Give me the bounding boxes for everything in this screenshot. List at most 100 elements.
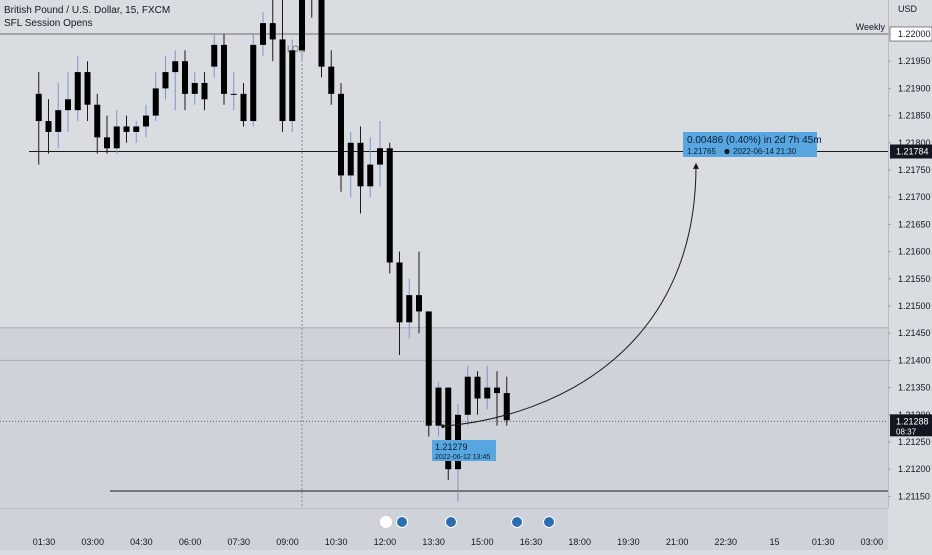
candle[interactable]: [279, 39, 286, 122]
session-label: LON: [287, 44, 306, 54]
candle[interactable]: [289, 50, 296, 122]
candle[interactable]: [143, 115, 149, 127]
candle[interactable]: [221, 44, 227, 94]
price-label: 1.21900: [898, 83, 931, 93]
time-label: 06:00: [179, 537, 202, 547]
price-label: 1.21550: [898, 274, 931, 284]
candle[interactable]: [65, 99, 71, 111]
clock-icon: [724, 148, 730, 155]
economic-event-icon[interactable]: [511, 516, 523, 528]
price-label: 1.21600: [898, 247, 931, 257]
candle[interactable]: [484, 387, 491, 399]
candle[interactable]: [74, 72, 81, 111]
projection-arrow-head: [693, 162, 699, 169]
candle[interactable]: [113, 126, 120, 149]
time-label: 16:30: [520, 537, 543, 547]
projection-start-price: 1.21279: [435, 442, 468, 452]
candle[interactable]: [318, 0, 325, 67]
projection-end-datetime: 2022-06-14 21:30: [733, 147, 797, 156]
candle[interactable]: [84, 72, 91, 105]
price-label: 1.21250: [898, 437, 931, 447]
price-label: 1.21500: [898, 301, 931, 311]
last-price-label: 1.21288: [896, 416, 929, 426]
candle[interactable]: [201, 82, 208, 100]
economic-event-icon[interactable]: [380, 516, 392, 528]
price-label: 1.21450: [898, 328, 931, 338]
candle[interactable]: [191, 82, 198, 94]
candle[interactable]: [406, 295, 413, 323]
candle[interactable]: [367, 164, 374, 187]
candle[interactable]: [328, 66, 335, 94]
candle[interactable]: [152, 88, 159, 116]
candle[interactable]: [133, 126, 140, 132]
time-label: 03:00: [81, 537, 104, 547]
candle[interactable]: [445, 387, 452, 470]
last-price-tag: [890, 414, 932, 437]
candle[interactable]: [396, 262, 403, 323]
candle[interactable]: [45, 121, 52, 132]
candle[interactable]: [386, 148, 393, 263]
price-scale[interactable]: [888, 0, 932, 550]
projection-start-point[interactable]: [441, 424, 445, 429]
lower-band: [0, 327, 888, 550]
candle[interactable]: [416, 295, 422, 312]
line-price-tag: [890, 144, 932, 159]
projection-summary-label[interactable]: [683, 132, 817, 157]
price-label: 1.21850: [898, 111, 931, 121]
time-label: 10:30: [325, 537, 348, 547]
price-label: 1.21950: [898, 56, 931, 66]
candle[interactable]: [250, 44, 257, 122]
candle[interactable]: [55, 110, 62, 132]
candle[interactable]: [104, 137, 110, 149]
time-label: 03:00: [861, 537, 884, 547]
time-label: 15:00: [471, 537, 494, 547]
candle[interactable]: [240, 93, 247, 122]
projection-arc[interactable]: [442, 165, 697, 427]
candle[interactable]: [299, 0, 305, 51]
candle[interactable]: [182, 61, 188, 94]
countdown-label: 08:37: [896, 427, 917, 436]
price-label: 1.22000: [898, 29, 931, 39]
candle[interactable]: [35, 93, 42, 122]
candle[interactable]: [503, 393, 510, 421]
time-label: 01:30: [812, 537, 835, 547]
symbol-title[interactable]: British Pound / U.S. Dollar, 15, FXCM: [4, 5, 171, 16]
price-label: 1.21150: [898, 491, 930, 501]
time-label: 21:00: [666, 537, 689, 547]
price-label: 1.21750: [898, 165, 931, 175]
time-label: 22:30: [715, 537, 738, 547]
economic-event-icon[interactable]: [396, 516, 408, 528]
time-label: 01:30: [33, 537, 56, 547]
time-label: 12:00: [374, 537, 397, 547]
economic-event-icon[interactable]: [445, 516, 457, 528]
candle[interactable]: [377, 148, 383, 165]
price-label: 1.21650: [898, 219, 931, 229]
candle[interactable]: [269, 23, 276, 40]
time-label: 15: [769, 537, 779, 547]
indicator-label[interactable]: SFL Session Opens: [4, 18, 93, 29]
candle[interactable]: [464, 376, 471, 415]
projection-start-datetime: 2022-06-12 13:45: [435, 454, 490, 461]
weekly-label: Weekly: [856, 22, 886, 32]
candle[interactable]: [494, 387, 500, 394]
candle[interactable]: [347, 142, 354, 176]
time-label: 13:30: [422, 537, 445, 547]
candle[interactable]: [357, 142, 364, 187]
candle[interactable]: [230, 93, 237, 95]
candle[interactable]: [162, 72, 169, 89]
candle[interactable]: [260, 23, 266, 45]
candle[interactable]: [211, 44, 218, 67]
economic-event-icon[interactable]: [543, 516, 555, 528]
candle[interactable]: [425, 311, 432, 426]
candle[interactable]: [172, 61, 179, 73]
candle[interactable]: [123, 126, 130, 132]
candle[interactable]: [474, 376, 481, 399]
projection-start-label[interactable]: [432, 440, 496, 461]
time-label: 07:30: [228, 537, 251, 547]
candle[interactable]: [94, 104, 101, 138]
candle[interactable]: [435, 387, 442, 426]
projection-end-price: 1.21765: [687, 147, 716, 156]
candle[interactable]: [338, 93, 344, 176]
